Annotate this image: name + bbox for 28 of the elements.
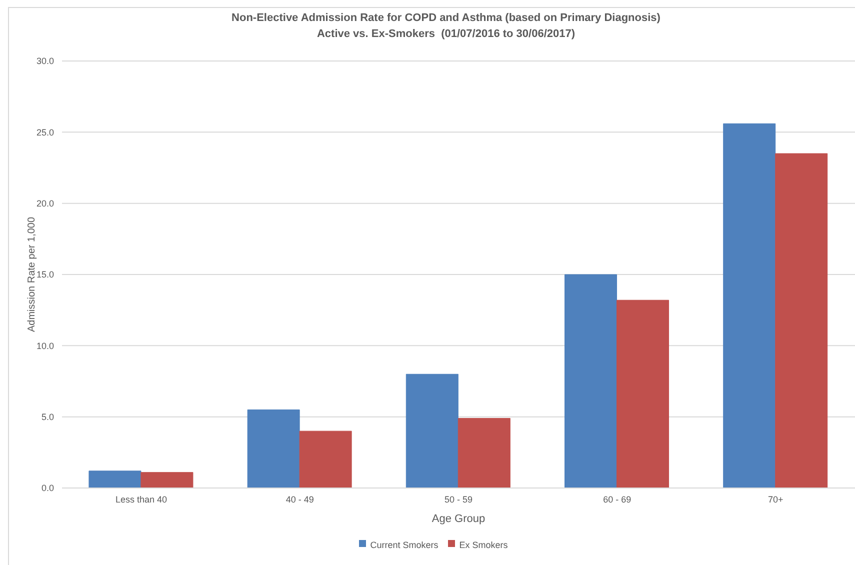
y-tick-label: 0.0 [41, 483, 54, 494]
bar [140, 472, 194, 488]
legend-label: Current Smokers [370, 540, 438, 550]
bar [299, 430, 352, 488]
bar [458, 418, 510, 488]
chart-title: Non-Elective Admission Rate for COPD and Asthma (based on Primary Diagnosis) [230, 11, 662, 26]
x-tick-label: 70+ [768, 494, 784, 504]
bar [564, 274, 618, 488]
bar [247, 409, 300, 488]
bar [616, 300, 670, 488]
bar [723, 123, 776, 488]
chart-subtitle: Active vs. Ex-Smokers (01/07/2016 to 30/06/2017) [316, 27, 576, 42]
x-tick-label: 40 - 49 [286, 494, 314, 504]
x-tick-label: 60 - 69 [603, 494, 632, 504]
x-tick-label: 50 - 59 [444, 494, 473, 504]
x-tick-label: Less than 40 [116, 494, 168, 504]
y-tick-label: 20.0 [36, 198, 54, 209]
bar [406, 374, 458, 488]
legend-label: Ex Smokers [459, 540, 508, 550]
y-tick-label: 15.0 [36, 270, 54, 280]
bar [88, 470, 142, 488]
y-tick-label: 10.0 [36, 340, 54, 351]
y-tick-label: 25.0 [36, 127, 54, 138]
x-axis-title: Age Group [432, 513, 486, 525]
y-tick-label: 30.0 [36, 56, 54, 66]
y-tick-label: 5.0 [41, 412, 54, 422]
y-axis-title: Admission Rate per 1,000 [26, 216, 38, 332]
bar [775, 153, 828, 488]
